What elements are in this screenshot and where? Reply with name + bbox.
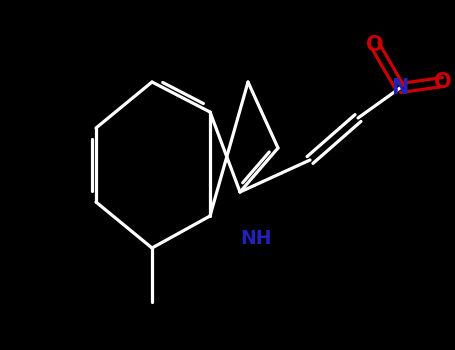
Text: O: O [366,35,384,55]
Text: O: O [434,72,452,92]
Text: NH: NH [240,229,272,247]
Text: N: N [391,78,409,98]
